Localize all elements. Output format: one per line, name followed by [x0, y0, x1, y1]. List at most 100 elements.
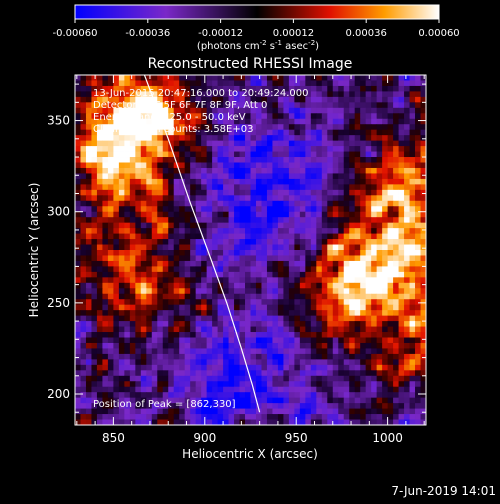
heatmap-cell: [409, 151, 416, 158]
heatmap-cell: [272, 321, 279, 327]
heatmap-cell: [349, 85, 356, 92]
heatmap-cell: [305, 386, 312, 393]
heatmap-cell: [365, 266, 372, 273]
heatmap-cell: [338, 282, 345, 289]
heatmap-cell: [195, 288, 202, 295]
heatmap-cell: [299, 348, 306, 355]
heatmap-cell: [332, 299, 339, 306]
heatmap-cell: [261, 85, 268, 92]
heatmap-cell: [305, 200, 312, 207]
heatmap-cell: [398, 157, 405, 163]
heatmap-cell: [294, 419, 301, 425]
heatmap-cell: [245, 392, 251, 399]
heatmap-cell: [184, 342, 191, 349]
heatmap-cell: [129, 113, 136, 120]
heatmap-cell: [420, 397, 426, 404]
heatmap-cell: [162, 271, 169, 278]
heatmap-cell: [310, 228, 317, 234]
heatmap-cell: [382, 332, 389, 338]
heatmap-cell: [195, 364, 202, 371]
heatmap-cell: [223, 113, 229, 120]
heatmap-cell: [85, 304, 92, 311]
heatmap-cell: [135, 124, 142, 131]
heatmap-cell: [96, 337, 103, 344]
heatmap-cell: [382, 173, 389, 180]
heatmap-cell: [179, 414, 186, 420]
heatmap-cell: [409, 271, 416, 278]
heatmap-cell: [146, 96, 153, 103]
heatmap-cell: [360, 304, 367, 311]
heatmap-cell: [387, 392, 394, 399]
heatmap-cell: [310, 342, 317, 349]
heatmap-cell: [376, 419, 383, 425]
heatmap-cell: [135, 397, 142, 404]
heatmap-cell: [349, 75, 356, 81]
heatmap-cell: [327, 397, 334, 404]
heatmap-cell: [223, 184, 229, 191]
heatmap-cell: [404, 162, 410, 169]
heatmap-cell: [371, 96, 378, 103]
heatmap-cell: [75, 277, 81, 284]
heatmap-cell: [146, 260, 153, 267]
heatmap-cell: [146, 222, 153, 229]
heatmap-cell: [283, 129, 290, 136]
heatmap-cell: [129, 96, 136, 103]
heatmap-cell: [365, 222, 372, 229]
heatmap-cell: [206, 288, 213, 295]
heatmap-cell: [217, 277, 224, 284]
heatmap-cell: [173, 162, 180, 169]
solar-limb-curve: [143, 75, 261, 413]
heatmap-cell: [310, 321, 317, 327]
heatmap-cell: [157, 200, 164, 207]
heatmap-cell: [184, 419, 191, 425]
heatmap-cell: [261, 178, 268, 185]
heatmap-cell: [140, 348, 147, 355]
heatmap-cell: [393, 364, 399, 371]
heatmap-cell: [316, 129, 323, 136]
heatmap-cell: [179, 375, 186, 382]
heatmap-cell: [250, 326, 257, 333]
heatmap-cell: [223, 146, 229, 152]
heatmap-cell: [420, 135, 426, 142]
heatmap-cell: [201, 288, 208, 295]
heatmap-cell: [409, 228, 416, 234]
heatmap-cell: [343, 200, 350, 207]
heatmap-cell: [255, 107, 262, 114]
heatmap-cell: [288, 162, 295, 169]
heatmap-cell: [75, 342, 81, 349]
heatmap-cell: [387, 408, 394, 415]
heatmap-cell: [113, 403, 120, 409]
heatmap-cell: [365, 392, 372, 399]
heatmap-cell: [217, 266, 224, 273]
heatmap-cell: [168, 124, 175, 131]
heatmap-cell: [113, 260, 120, 267]
heatmap-cell: [234, 91, 240, 98]
heatmap-cell: [376, 75, 383, 81]
heatmap-cell: [206, 217, 213, 224]
heatmap-cell: [404, 353, 410, 360]
heatmap-cell: [212, 386, 218, 393]
heatmap-cell: [360, 359, 367, 366]
heatmap-cell: [151, 271, 158, 278]
heatmap-cell: [288, 381, 295, 388]
heatmap-cell: [96, 157, 103, 163]
heatmap-cell: [173, 239, 180, 245]
heatmap-cell: [404, 364, 410, 371]
heatmap-cell: [266, 217, 273, 224]
heatmap-cell: [118, 337, 125, 344]
heatmap-cell: [151, 304, 158, 311]
heatmap-cell: [102, 397, 109, 404]
heatmap-cell: [354, 397, 361, 404]
heatmap-cell: [85, 244, 92, 251]
heatmap-cell: [75, 75, 81, 81]
heatmap-cell: [371, 184, 378, 191]
heatmap-cell: [266, 392, 273, 399]
heatmap-cell: [277, 310, 284, 317]
heatmap-cell: [371, 277, 378, 284]
heatmap-cell: [299, 359, 306, 366]
heatmap-cell: [420, 386, 426, 393]
heatmap-cell: [195, 135, 202, 142]
heatmap-cell: [168, 381, 175, 388]
heatmap-cell: [250, 299, 257, 306]
heatmap-cell: [261, 266, 268, 273]
